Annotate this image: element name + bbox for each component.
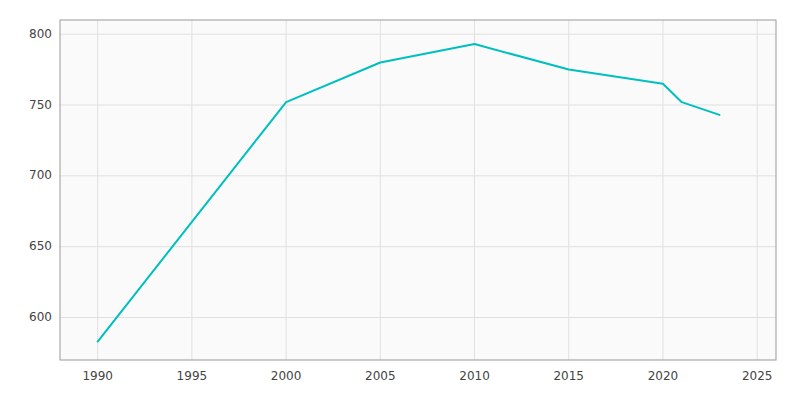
y-tick-label: 750 [29, 98, 52, 112]
x-grid-line [191, 20, 192, 360]
x-grid-line [380, 20, 381, 360]
y-tick-label: 700 [29, 168, 52, 182]
y-tick-label: 600 [29, 310, 52, 324]
y-tick-label: 800 [29, 27, 52, 41]
y-grid-line [60, 317, 776, 318]
x-grid-line [286, 20, 287, 360]
x-grid-line [662, 20, 663, 360]
x-grid-line [757, 20, 758, 360]
chart-svg: 600 650 700 750 800 1990 1995 2000 2005 2010 2015 2… [0, 0, 800, 400]
x-tick-label: 1995 [177, 369, 208, 383]
grid [60, 20, 776, 360]
x-grid-line [474, 20, 475, 360]
chart-container: 600 650 700 750 800 1990 1995 2000 2005 2010 2015 2… [0, 0, 800, 400]
x-tick-label: 2025 [742, 369, 773, 383]
y-grid-line [60, 34, 776, 35]
y-grid-line [60, 175, 776, 176]
x-tick-label: 2020 [648, 369, 679, 383]
x-tick-label: 2010 [459, 369, 490, 383]
x-grid-line [97, 20, 98, 360]
x-grid-line [568, 20, 569, 360]
y-tick-label: 650 [29, 239, 52, 253]
plot-background [60, 20, 776, 360]
data-layer [98, 44, 720, 342]
population-line [98, 44, 720, 342]
y-grid-line [60, 105, 776, 106]
x-tick-label: 2015 [553, 369, 584, 383]
x-tick-label: 2005 [365, 369, 396, 383]
plot-frame [60, 20, 776, 360]
y-grid-line [60, 246, 776, 247]
x-tick-label: 1990 [82, 369, 113, 383]
x-tick-label: 2000 [271, 369, 302, 383]
